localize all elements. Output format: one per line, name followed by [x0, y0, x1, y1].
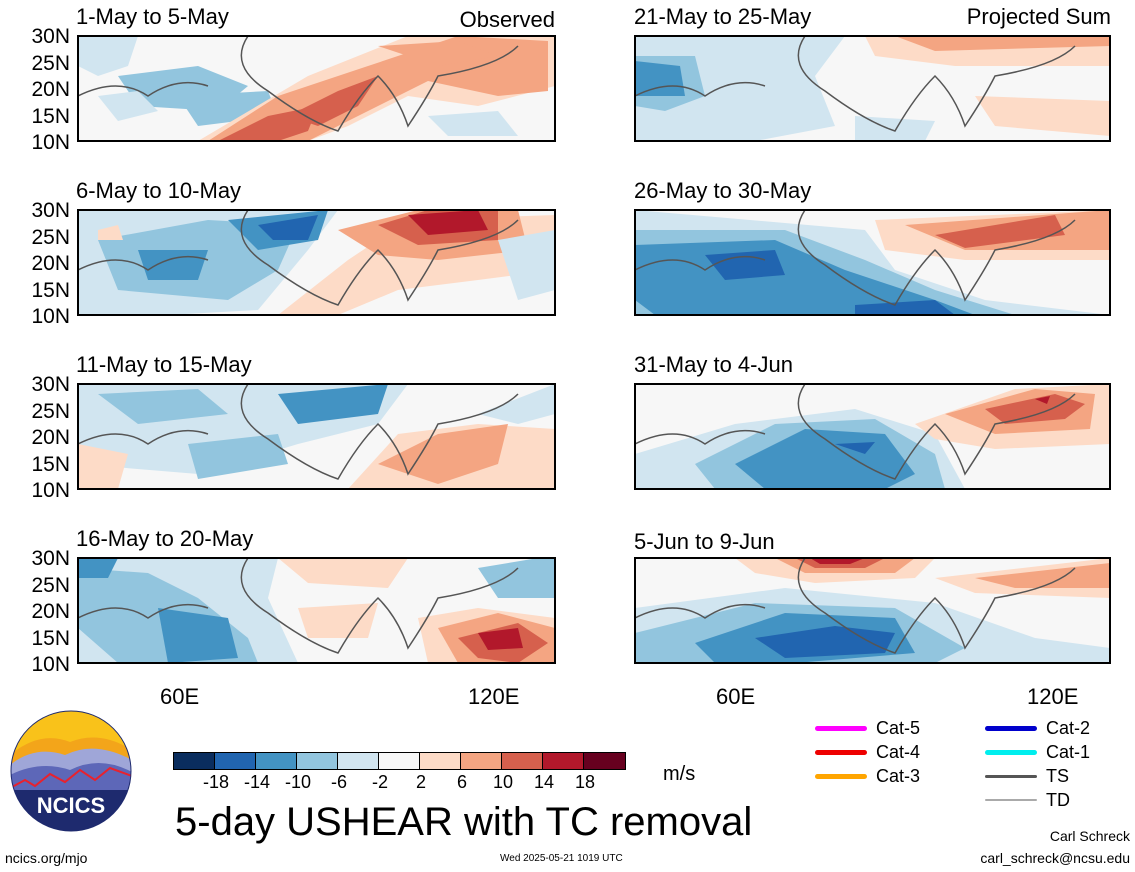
lat-label: 10N [31, 305, 70, 328]
shear-map-panel-6 [635, 384, 1110, 489]
lon-label: 60E [160, 684, 200, 709]
lat-label: 15N [31, 279, 70, 302]
logo-text: NCICS [37, 793, 105, 818]
ncics-logo: NCICS [10, 710, 132, 832]
figure-title: 5-day USHEAR with TC removal [175, 800, 753, 844]
colorbar-label: 2 [415, 772, 426, 792]
lon-label: 60E [716, 684, 756, 709]
panel-title: 11-May to 15-May [76, 352, 252, 377]
colorbar-swatch [173, 752, 215, 770]
colorbar-swatch [296, 752, 338, 770]
legend-label: TS [1046, 766, 1070, 786]
legend-label: Cat-1 [1046, 742, 1091, 762]
credit-name: Carl Schreck [1049, 828, 1130, 844]
lat-label: 30N [31, 547, 70, 570]
colorbar-label: 14 [533, 772, 555, 792]
panel-title: 21-May to 25-May [634, 4, 812, 29]
colorbar-label: -18 [202, 772, 229, 792]
lat-label: 15N [31, 627, 70, 650]
shear-map-panel-8 [635, 558, 1110, 663]
colorbar-label: 6 [456, 772, 467, 792]
legend-line-cat3 [815, 774, 867, 779]
lat-label: 10N [31, 131, 70, 154]
projected-sum-label: Projected Sum [966, 4, 1111, 29]
legend-label: Cat-3 [876, 766, 921, 786]
legend-line-ts [985, 775, 1037, 778]
colorbar-label: 10 [492, 772, 514, 792]
shear-map-panel-2 [635, 36, 1110, 141]
panel-title: 16-May to 20-May [76, 526, 254, 551]
lat-label: 30N [31, 373, 70, 396]
lat-label: 30N [31, 199, 70, 222]
colorbar-swatch [255, 752, 297, 770]
lat-label: 20N [31, 252, 70, 275]
lat-label: 30N [31, 25, 70, 48]
legend-line-cat5 [815, 726, 867, 731]
lon-label: 120E [468, 684, 520, 709]
shear-map-panel-3 [78, 210, 555, 315]
lat-label: 15N [31, 453, 70, 476]
legend-line-cat2 [985, 726, 1037, 731]
lat-label: 20N [31, 600, 70, 623]
units-label: m/s [663, 763, 696, 785]
shear-map-panel-4 [635, 210, 1110, 315]
colorbar-label: -2 [371, 772, 388, 792]
panel-title: 31-May to 4-Jun [634, 352, 793, 377]
lat-label: 25N [31, 574, 70, 597]
legend-label: Cat-5 [876, 718, 921, 738]
colorbar-swatch [501, 752, 543, 770]
lon-label: 120E [1027, 684, 1079, 709]
colorbar-swatch [542, 752, 584, 770]
lat-label: 25N [31, 400, 70, 423]
panel-title: 1-May to 5-May [76, 4, 229, 29]
footer-url[interactable]: ncics.org/mjo [5, 850, 88, 866]
colorbar-swatch [378, 752, 420, 770]
colorbar-label: -6 [330, 772, 347, 792]
legend-label: TD [1046, 790, 1070, 810]
lat-label: 10N [31, 479, 70, 502]
footer-timestamp: Wed 2025-05-21 1019 UTC [500, 853, 623, 864]
legend-label: Cat-2 [1046, 718, 1091, 738]
observed-label: Observed [459, 7, 555, 32]
lat-label: 20N [31, 426, 70, 449]
legend-line-td [985, 799, 1037, 801]
lat-label: 25N [31, 52, 70, 75]
colorbar-label: 18 [574, 772, 596, 792]
legend-label: Cat-4 [876, 742, 921, 762]
colorbar-swatch [583, 752, 626, 770]
panel-title: 5-Jun to 9-Jun [634, 529, 775, 554]
shear-map-panel-7 [78, 558, 555, 663]
panel-title: 6-May to 10-May [76, 178, 242, 203]
colorbar-swatch [337, 752, 379, 770]
lat-label: 15N [31, 105, 70, 128]
legend-line-cat1 [985, 750, 1037, 755]
colorbar-swatch [419, 752, 461, 770]
lat-label: 20N [31, 78, 70, 101]
colorbar-swatch [214, 752, 256, 770]
colorbar-swatch [460, 752, 502, 770]
colorbar-label: -10 [284, 772, 311, 792]
lat-label: 25N [31, 226, 70, 249]
lat-label: 10N [31, 653, 70, 676]
shear-map-panel-1 [78, 36, 555, 141]
credit-email[interactable]: carl_schreck@ncsu.edu [980, 850, 1130, 866]
legend-line-cat4 [815, 750, 867, 755]
panel-title: 26-May to 30-May [634, 178, 812, 203]
colorbar-label: -14 [243, 772, 270, 792]
shear-map-panel-5 [78, 384, 555, 489]
